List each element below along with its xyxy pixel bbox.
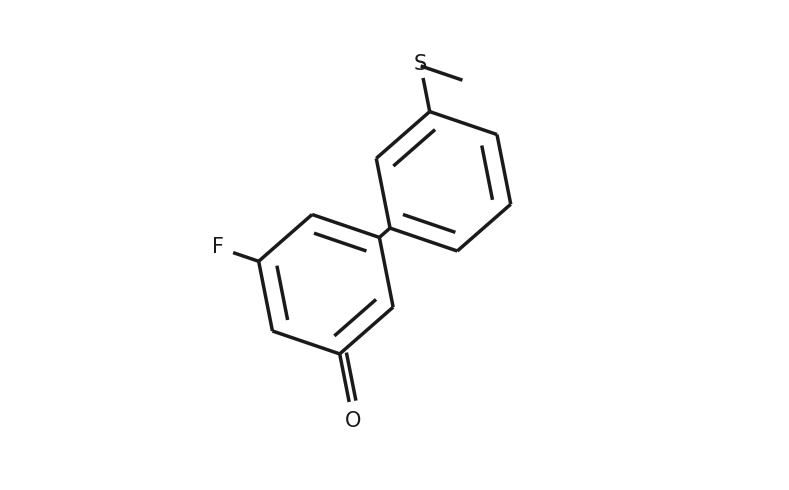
- Text: O: O: [345, 411, 361, 431]
- Text: F: F: [211, 237, 224, 257]
- Text: S: S: [413, 54, 427, 74]
